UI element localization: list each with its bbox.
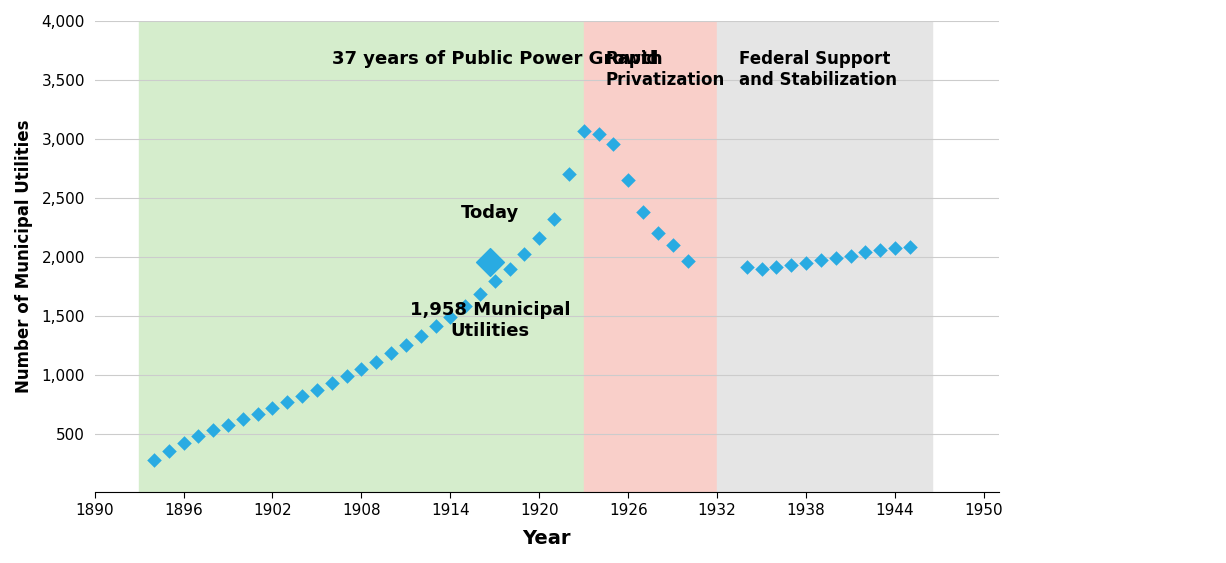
Point [411, 331, 430, 340]
Point [471, 290, 490, 299]
Point [218, 421, 238, 430]
Point [515, 250, 535, 259]
Point [292, 391, 311, 400]
Text: Today: Today [461, 204, 520, 222]
Point [826, 253, 846, 262]
Point [574, 127, 593, 136]
Bar [717, 21, 932, 493]
Point [766, 263, 786, 272]
Point [500, 264, 520, 273]
Text: Federal Support
and Stabilization: Federal Support and Stabilization [739, 51, 897, 90]
Point [663, 240, 683, 249]
Point [367, 357, 386, 366]
Point [248, 409, 267, 418]
Point [262, 403, 282, 412]
Point [559, 169, 579, 178]
Point [425, 322, 445, 331]
Point [174, 439, 194, 448]
Point [544, 215, 564, 224]
Point [396, 341, 416, 350]
Point [159, 446, 179, 455]
X-axis label: Year: Year [522, 529, 571, 548]
Point [678, 257, 698, 266]
Point [352, 364, 371, 373]
Bar [584, 21, 717, 493]
Point [752, 264, 771, 273]
Point [618, 176, 638, 185]
Point [797, 258, 817, 267]
Point [455, 302, 474, 311]
Point [885, 244, 905, 253]
Text: 1,958 Municipal
Utilities: 1,958 Municipal Utilities [411, 301, 570, 340]
Point [588, 129, 608, 138]
Point [322, 378, 342, 387]
Point [781, 261, 801, 270]
Point [277, 397, 297, 406]
Y-axis label: Number of Municipal Utilities: Number of Municipal Utilities [15, 120, 33, 394]
Point [634, 207, 653, 216]
Point [649, 229, 668, 238]
Point [900, 242, 920, 251]
Point [530, 234, 549, 243]
Text: Rapid
Privatization: Rapid Privatization [606, 51, 726, 90]
Point [381, 349, 401, 358]
Bar [139, 21, 584, 493]
Point [737, 263, 756, 272]
Point [143, 455, 163, 464]
Point [603, 139, 623, 148]
Point [337, 371, 357, 380]
Point [841, 251, 861, 260]
Point [308, 386, 327, 395]
Point [233, 415, 253, 424]
Text: 37 years of Public Power Growth: 37 years of Public Power Growth [332, 51, 662, 69]
Point [812, 256, 831, 265]
Point [440, 312, 460, 321]
Point [485, 277, 505, 286]
Point [204, 426, 223, 435]
Point [870, 245, 890, 254]
Point [856, 248, 875, 257]
Point [189, 431, 208, 440]
